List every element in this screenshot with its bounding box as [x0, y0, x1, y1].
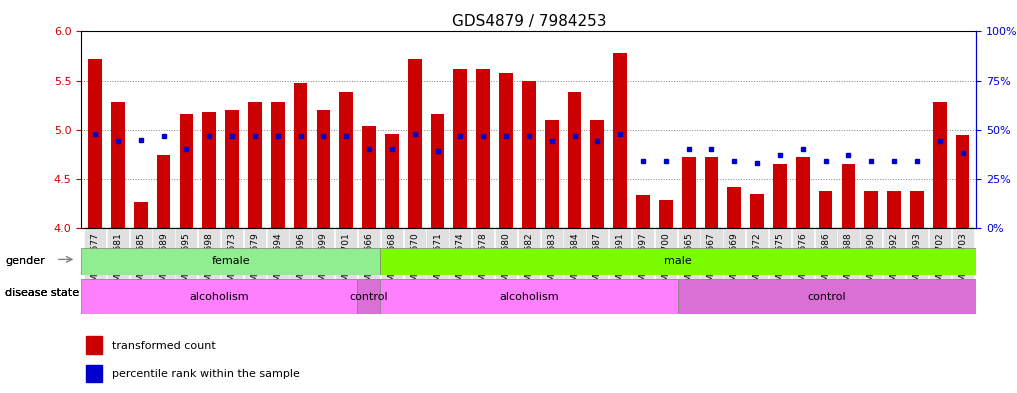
- Bar: [751, 194, 764, 228]
- Bar: [408, 59, 421, 228]
- Bar: [613, 53, 627, 228]
- Bar: [659, 200, 672, 228]
- Bar: [271, 102, 285, 228]
- Text: male: male: [664, 256, 692, 266]
- Bar: [111, 102, 125, 228]
- Bar: [294, 83, 307, 228]
- FancyBboxPatch shape: [379, 279, 678, 314]
- FancyBboxPatch shape: [379, 248, 976, 275]
- Text: alcoholism: alcoholism: [189, 292, 249, 302]
- FancyBboxPatch shape: [357, 279, 379, 314]
- Text: percentile rank within the sample: percentile rank within the sample: [112, 369, 300, 379]
- Bar: [522, 81, 536, 228]
- Bar: [727, 187, 741, 228]
- Text: disease state: disease state: [5, 288, 79, 298]
- Bar: [248, 102, 261, 228]
- Bar: [637, 195, 650, 228]
- Bar: [864, 191, 878, 228]
- Text: control: control: [807, 292, 846, 302]
- Text: disease state: disease state: [5, 288, 79, 298]
- Bar: [157, 155, 171, 228]
- Bar: [340, 92, 353, 228]
- Text: female: female: [212, 256, 250, 266]
- Bar: [591, 120, 604, 228]
- FancyBboxPatch shape: [678, 279, 976, 314]
- Bar: [819, 191, 833, 228]
- Bar: [476, 69, 490, 228]
- Bar: [887, 191, 901, 228]
- Bar: [773, 164, 787, 228]
- Bar: [430, 114, 444, 228]
- Bar: [180, 114, 193, 228]
- Bar: [385, 134, 399, 228]
- Bar: [933, 102, 947, 228]
- Bar: [842, 164, 855, 228]
- Text: control: control: [349, 292, 387, 302]
- Bar: [956, 134, 969, 228]
- Bar: [910, 191, 923, 228]
- Bar: [202, 112, 216, 228]
- Bar: [545, 120, 558, 228]
- Bar: [499, 73, 513, 228]
- Bar: [705, 157, 718, 228]
- Bar: [681, 157, 696, 228]
- Title: GDS4879 / 7984253: GDS4879 / 7984253: [452, 14, 606, 29]
- Bar: [134, 202, 147, 228]
- FancyBboxPatch shape: [81, 279, 357, 314]
- Bar: [86, 365, 102, 382]
- Bar: [88, 59, 102, 228]
- Text: disease state: disease state: [5, 288, 79, 298]
- Bar: [567, 92, 582, 228]
- Text: gender: gender: [5, 256, 45, 266]
- Text: gender: gender: [5, 256, 45, 266]
- Bar: [225, 110, 239, 228]
- Bar: [454, 69, 467, 228]
- Bar: [316, 110, 331, 228]
- Text: alcoholism: alcoholism: [499, 292, 558, 302]
- Bar: [86, 336, 102, 354]
- Text: transformed count: transformed count: [112, 341, 216, 351]
- Bar: [362, 126, 376, 228]
- Bar: [796, 157, 810, 228]
- FancyBboxPatch shape: [81, 248, 379, 275]
